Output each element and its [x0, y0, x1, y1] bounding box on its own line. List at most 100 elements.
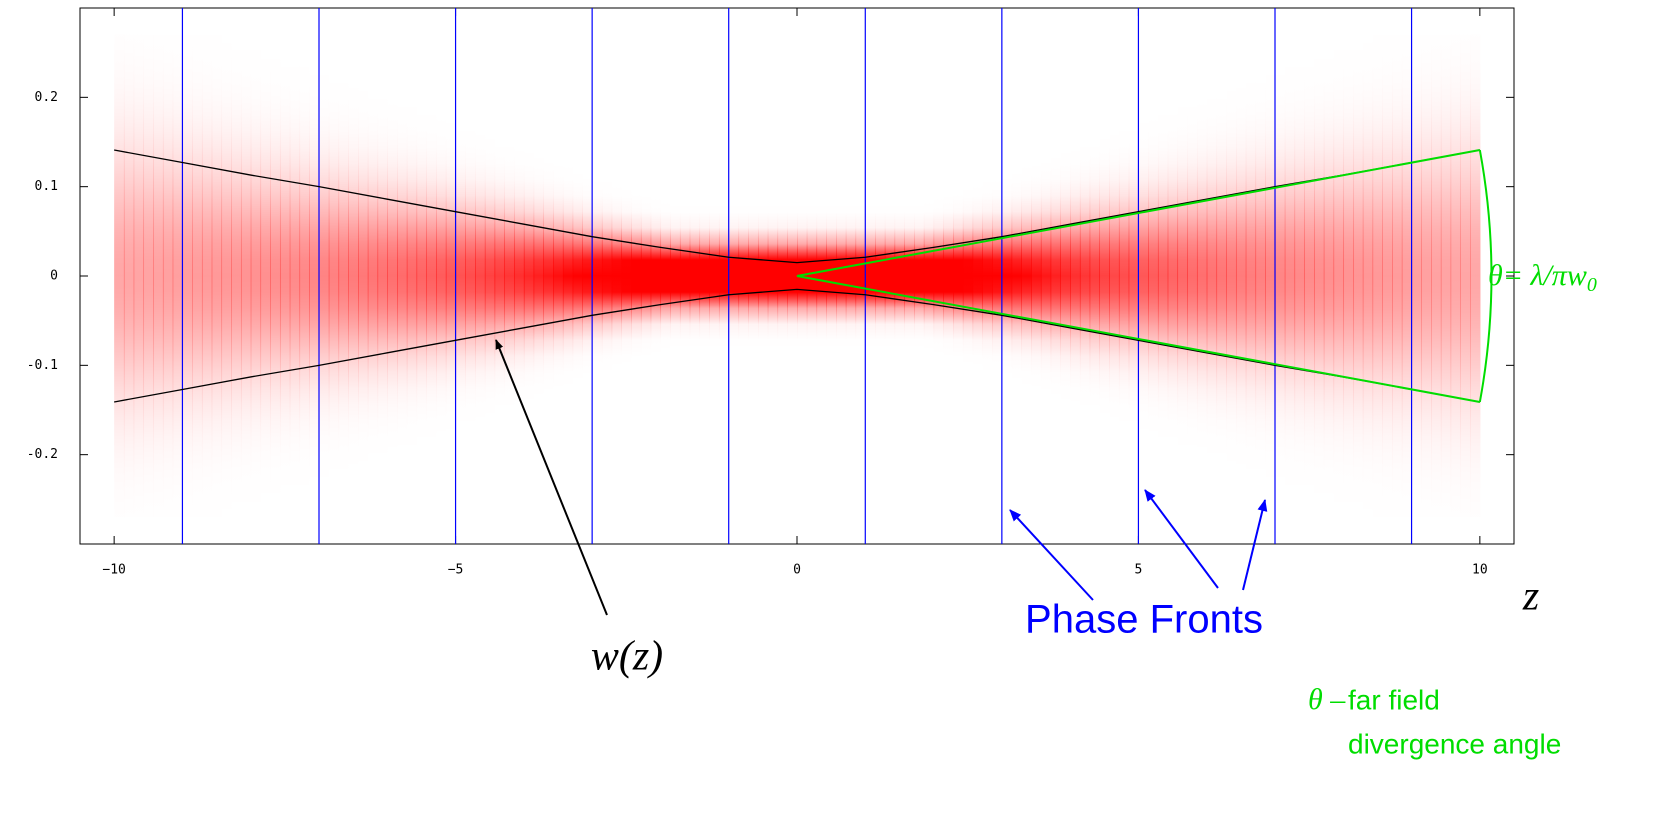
- beam-intensity: [504, 34, 515, 518]
- beam-intensity: [1226, 34, 1237, 518]
- x-tick-label: −5: [448, 563, 464, 578]
- beam-intensity: [1109, 34, 1120, 518]
- beam-intensity: [1216, 34, 1227, 518]
- beam-intensity: [260, 34, 271, 518]
- arrow: [495, 339, 608, 616]
- beam-intensity: [1011, 34, 1022, 518]
- beam-intensity: [1392, 34, 1403, 518]
- beam-intensity: [484, 34, 496, 518]
- beam-intensity: [279, 34, 291, 518]
- beam-intensity: [1470, 34, 1481, 518]
- beam-intensity: [231, 34, 242, 518]
- beam-intensity: [475, 34, 486, 518]
- beam-intensity: [816, 34, 827, 518]
- beam-intensity: [640, 34, 652, 518]
- annotation: θ= λ/πw0: [1488, 259, 1597, 296]
- beam-intensity: [1060, 34, 1071, 518]
- beam-intensity: [728, 34, 740, 518]
- beam-intensity: [309, 34, 320, 518]
- beam-intensity: [123, 34, 135, 518]
- arrow: [1242, 499, 1268, 591]
- beam-intensity: [1235, 34, 1247, 518]
- formula-subscript: 0: [1587, 274, 1597, 296]
- beam-intensity: [1050, 34, 1061, 518]
- beam-intensity: [1187, 34, 1198, 518]
- beam-intensity: [1177, 34, 1188, 518]
- beam-radius-line: [114, 149, 1480, 264]
- beam-intensity: [962, 34, 974, 518]
- beam-intensity: [455, 34, 466, 518]
- beam-intensity: [533, 34, 544, 518]
- beam-intensity: [601, 34, 613, 518]
- beam-intensity: [855, 34, 866, 518]
- beam-intensity: [1021, 34, 1032, 518]
- beam-intensity: [865, 34, 876, 518]
- beam-intensity: [514, 34, 525, 518]
- beam-intensity: [221, 34, 232, 518]
- beam-intensity: [1411, 34, 1422, 518]
- beam-intensity: [806, 34, 818, 518]
- beam-intensity: [1099, 34, 1110, 518]
- beam-intensity: [592, 34, 603, 518]
- beam-intensity: [1001, 34, 1013, 518]
- beam-intensity: [240, 34, 252, 518]
- beam-intensity: [1070, 34, 1081, 518]
- beam-intensity: [875, 34, 886, 518]
- beam-intensity: [494, 34, 505, 518]
- beam-intensity: [1089, 34, 1101, 518]
- beam-intensity: [172, 34, 184, 518]
- beam-intensity: [787, 34, 798, 518]
- beam-intensity: [718, 34, 730, 518]
- y-tick-label: 0.2: [35, 90, 58, 105]
- beam-intensity: [1040, 34, 1052, 518]
- plot-layer: −10 −5 0 5 10 0.2 0.1 0 -0.1 -0.2: [27, 7, 1515, 578]
- beam-intensity: [1079, 34, 1091, 518]
- beam-intensity: [982, 34, 993, 518]
- beam-intensity: [416, 34, 427, 518]
- beam-intensity: [845, 34, 857, 518]
- beam-intensity: [582, 34, 593, 518]
- beam-intensity: [562, 34, 574, 518]
- beam-intensity: [884, 34, 896, 518]
- x-tick-label: −10: [102, 563, 125, 578]
- beam-intensity: [757, 34, 769, 518]
- beam-intensity: [748, 34, 759, 518]
- beam-intensity: [660, 34, 671, 518]
- beam-intensity: [182, 34, 193, 518]
- beam-intensity: [1382, 34, 1393, 518]
- y-tick-label: 0: [50, 269, 58, 284]
- beam-intensity: [894, 34, 905, 518]
- beam-intensity: [1372, 34, 1383, 518]
- beam-intensity: [933, 34, 944, 518]
- beam-intensity: [553, 34, 564, 518]
- beam-intensity: [1138, 34, 1149, 518]
- beam-intensity: [1323, 34, 1335, 518]
- beam-intensity: [367, 34, 379, 518]
- beam-intensity: [972, 34, 983, 518]
- beam-intensity: [1196, 34, 1208, 518]
- beam-intensity: [1275, 34, 1286, 518]
- beam-layer: [114, 34, 1481, 518]
- annotation: θ –: [1308, 683, 1346, 716]
- beam-intensity: [201, 34, 213, 518]
- beam-intensity: [133, 34, 145, 518]
- beam-intensity: [1206, 34, 1218, 518]
- beam-intensity: [426, 34, 437, 518]
- y-tick-label: -0.1: [27, 358, 58, 373]
- beam-intensity: [1304, 34, 1315, 518]
- beam-intensity: [826, 34, 837, 518]
- beam-intensity: [358, 34, 369, 518]
- beam-intensity: [992, 34, 1003, 518]
- beam-intensity: [914, 34, 925, 518]
- beam-intensity: [1333, 34, 1344, 518]
- beam-intensity: [1353, 34, 1364, 518]
- beam-intensity: [387, 34, 398, 518]
- beam-intensity: [445, 34, 457, 518]
- formula: θ= λ/πw: [1488, 259, 1587, 292]
- beam-intensity: [943, 34, 954, 518]
- arrow: [1144, 489, 1219, 589]
- beam-intensity: [611, 34, 623, 518]
- beam-intensity: [621, 34, 632, 518]
